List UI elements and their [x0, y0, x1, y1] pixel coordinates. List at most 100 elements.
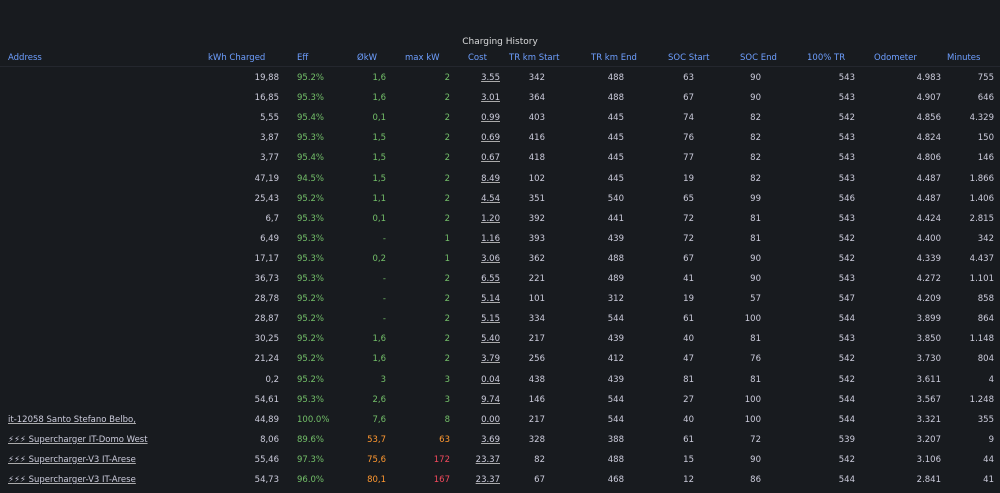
soc-end: 90 — [750, 73, 761, 83]
address[interactable]: ⚡⚡⚡ Supercharger-V3 IT-Arese — [8, 454, 136, 465]
column-header[interactable]: SOC End — [740, 53, 777, 63]
max-kw: 2 — [444, 93, 450, 104]
soc-start: 27 — [683, 394, 694, 405]
minutes: 355 — [977, 414, 994, 425]
full-range: 544 — [838, 475, 855, 485]
soc-start: 61 — [683, 434, 694, 445]
address[interactable]: it-12058 Santo Stefano Belbo, — [8, 414, 136, 425]
efficiency: 95.2% — [297, 314, 325, 325]
soc-end: 82 — [750, 133, 761, 144]
kwh-charged: 6,49 — [260, 233, 279, 244]
cost[interactable]: 4.54 — [481, 193, 500, 204]
avg-kw: - — [382, 294, 386, 305]
minutes: 4 — [988, 374, 994, 385]
soc-start: 72 — [683, 213, 694, 224]
soc-end: 82 — [750, 113, 761, 124]
column-header[interactable]: TR km End — [591, 53, 637, 63]
odometer: 4.424 — [916, 213, 941, 224]
soc-start: 15 — [683, 454, 694, 465]
column-header[interactable]: Address — [8, 53, 42, 63]
column-header[interactable]: 100% TR — [807, 53, 846, 63]
odometer: 4.209 — [916, 294, 941, 305]
full-range: 543 — [838, 153, 855, 164]
tr-km-start: 82 — [534, 454, 545, 465]
soc-end: 81 — [750, 334, 761, 345]
tr-km-start: 416 — [528, 133, 545, 144]
cost[interactable]: 3.55 — [481, 73, 500, 83]
cost[interactable]: 8.49 — [481, 173, 500, 184]
odometer: 3.730 — [916, 354, 941, 365]
cost[interactable]: 0.04 — [481, 374, 500, 385]
soc-end: 57 — [750, 294, 761, 305]
cost[interactable]: 1.20 — [481, 213, 500, 224]
tr-km-end: 445 — [607, 113, 624, 124]
tr-km-end: 412 — [607, 354, 624, 365]
minutes: 1.866 — [969, 173, 994, 184]
odometer: 4.983 — [916, 73, 941, 83]
column-header[interactable]: ØkW — [357, 53, 378, 63]
avg-kw: 1,5 — [372, 153, 386, 164]
minutes: 1.101 — [969, 274, 994, 284]
cost[interactable]: 3.01 — [481, 93, 500, 104]
minutes: 342 — [977, 233, 994, 244]
cost[interactable]: 23.37 — [475, 475, 500, 485]
cost[interactable]: 23.37 — [475, 454, 500, 465]
tr-km-start: 256 — [528, 354, 545, 365]
soc-end: 82 — [750, 153, 761, 164]
avg-kw: 1,6 — [372, 93, 386, 104]
kwh-charged: 54,61 — [254, 394, 279, 405]
cost[interactable]: 0.00 — [481, 414, 500, 425]
column-header[interactable]: Cost — [468, 53, 487, 63]
address[interactable]: ⚡⚡⚡ Supercharger IT-Domo West — [8, 434, 148, 445]
column-header[interactable]: SOC Start — [668, 53, 710, 63]
max-kw: 2 — [444, 193, 450, 204]
cost[interactable]: 1.16 — [481, 233, 500, 244]
kwh-charged: 3,77 — [260, 153, 279, 164]
max-kw: 2 — [444, 153, 450, 164]
odometer: 4.487 — [916, 193, 941, 204]
soc-start: 19 — [683, 173, 694, 184]
tr-km-end: 544 — [607, 314, 624, 325]
cost[interactable]: 3.06 — [481, 253, 500, 264]
cost[interactable]: 5.40 — [481, 334, 500, 345]
cost[interactable]: 0.99 — [481, 113, 500, 124]
tr-km-end: 445 — [607, 153, 624, 164]
full-range: 543 — [838, 213, 855, 224]
full-range: 539 — [838, 434, 855, 445]
tr-km-start: 392 — [528, 213, 545, 224]
tr-km-start: 221 — [528, 274, 545, 284]
max-kw: 2 — [444, 314, 450, 325]
cost[interactable]: 0.69 — [481, 133, 500, 144]
tr-km-end: 540 — [607, 193, 624, 204]
kwh-charged: 17,17 — [254, 253, 279, 264]
full-range: 544 — [838, 394, 855, 405]
minutes: 44 — [983, 454, 994, 465]
avg-kw: 1,5 — [372, 173, 386, 184]
cost[interactable]: 3.69 — [481, 434, 500, 445]
efficiency: 95.2% — [297, 334, 325, 345]
minutes: 146 — [977, 153, 994, 164]
column-header[interactable]: Odometer — [874, 53, 917, 63]
cost[interactable]: 9.74 — [481, 394, 500, 405]
address[interactable]: ⚡⚡⚡ Supercharger-V3 IT-Arese — [8, 475, 136, 485]
avg-kw: 0,1 — [372, 213, 386, 224]
column-header[interactable]: max kW — [405, 53, 440, 63]
column-header[interactable]: TR km Start — [509, 53, 560, 63]
max-kw: 167 — [433, 475, 450, 485]
cost[interactable]: 3.79 — [481, 354, 500, 365]
cost[interactable]: 6.55 — [481, 274, 500, 284]
cost[interactable]: 0.67 — [481, 153, 500, 164]
tr-km-end: 544 — [607, 414, 624, 425]
soc-end: 100 — [744, 414, 761, 425]
cost[interactable]: 5.14 — [481, 294, 500, 305]
full-range: 542 — [838, 354, 855, 365]
column-header[interactable]: Minutes — [947, 53, 981, 63]
cost[interactable]: 5.15 — [481, 314, 500, 325]
odometer: 4.856 — [916, 113, 941, 124]
column-header[interactable]: kWh Charged — [208, 53, 266, 63]
odometer: 4.339 — [916, 253, 941, 264]
column-header[interactable]: Eff — [297, 53, 309, 63]
full-range: 544 — [838, 414, 855, 425]
tr-km-start: 351 — [528, 193, 545, 204]
odometer: 3.850 — [916, 334, 941, 345]
